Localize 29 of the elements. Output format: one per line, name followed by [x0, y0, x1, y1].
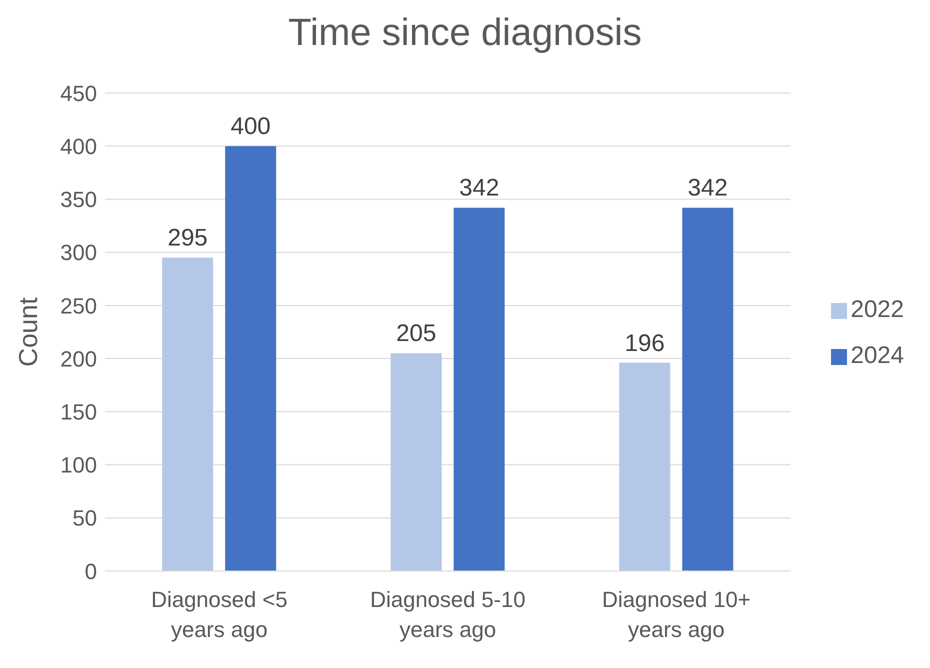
- bar: [162, 258, 214, 571]
- y-tick-label: 50: [72, 506, 97, 531]
- y-tick-label: 150: [60, 399, 97, 424]
- data-label: 295: [168, 224, 208, 252]
- y-tick-label: 400: [60, 134, 97, 159]
- y-tick-label: 250: [60, 293, 97, 318]
- y-axis-title: Count: [13, 296, 44, 367]
- y-tick-label: 0: [84, 558, 97, 584]
- bar: [225, 146, 276, 571]
- legend-label: 2022: [850, 296, 904, 323]
- x-tick-label: Diagnosed 5-10 years ago: [370, 587, 526, 642]
- data-label: 196: [624, 330, 665, 357]
- data-label: 342: [459, 174, 500, 202]
- y-tick-label: 350: [60, 187, 97, 212]
- chart-title: Time since diagnosis: [287, 12, 643, 55]
- y-tick-label: 450: [60, 80, 97, 106]
- y-tick-label: 300: [60, 240, 97, 266]
- x-tick-label: Diagnosed 10+ years ago: [602, 587, 751, 642]
- data-label: 342: [688, 174, 728, 202]
- data-label: 400: [230, 113, 271, 140]
- legend-label: 2024: [850, 342, 904, 369]
- x-tick-label: Diagnosed <5 years ago: [151, 587, 288, 642]
- bar: [682, 208, 734, 571]
- data-label: 205: [396, 320, 436, 348]
- y-tick-label: 100: [60, 452, 97, 478]
- bar: [454, 208, 505, 571]
- bar: [619, 362, 670, 571]
- y-tick-label: 200: [60, 346, 97, 372]
- bar: [390, 353, 442, 571]
